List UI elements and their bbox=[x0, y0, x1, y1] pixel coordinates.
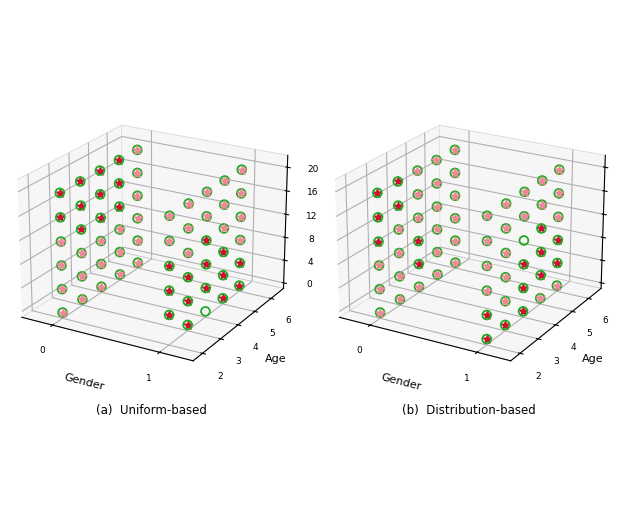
Title: (b)  Distribution-based: (b) Distribution-based bbox=[402, 404, 536, 417]
Y-axis label: Age: Age bbox=[582, 353, 604, 364]
Title: (a)  Uniform-based: (a) Uniform-based bbox=[95, 404, 206, 417]
Y-axis label: Age: Age bbox=[265, 353, 286, 364]
X-axis label: Gender: Gender bbox=[63, 372, 105, 392]
X-axis label: Gender: Gender bbox=[380, 372, 423, 392]
